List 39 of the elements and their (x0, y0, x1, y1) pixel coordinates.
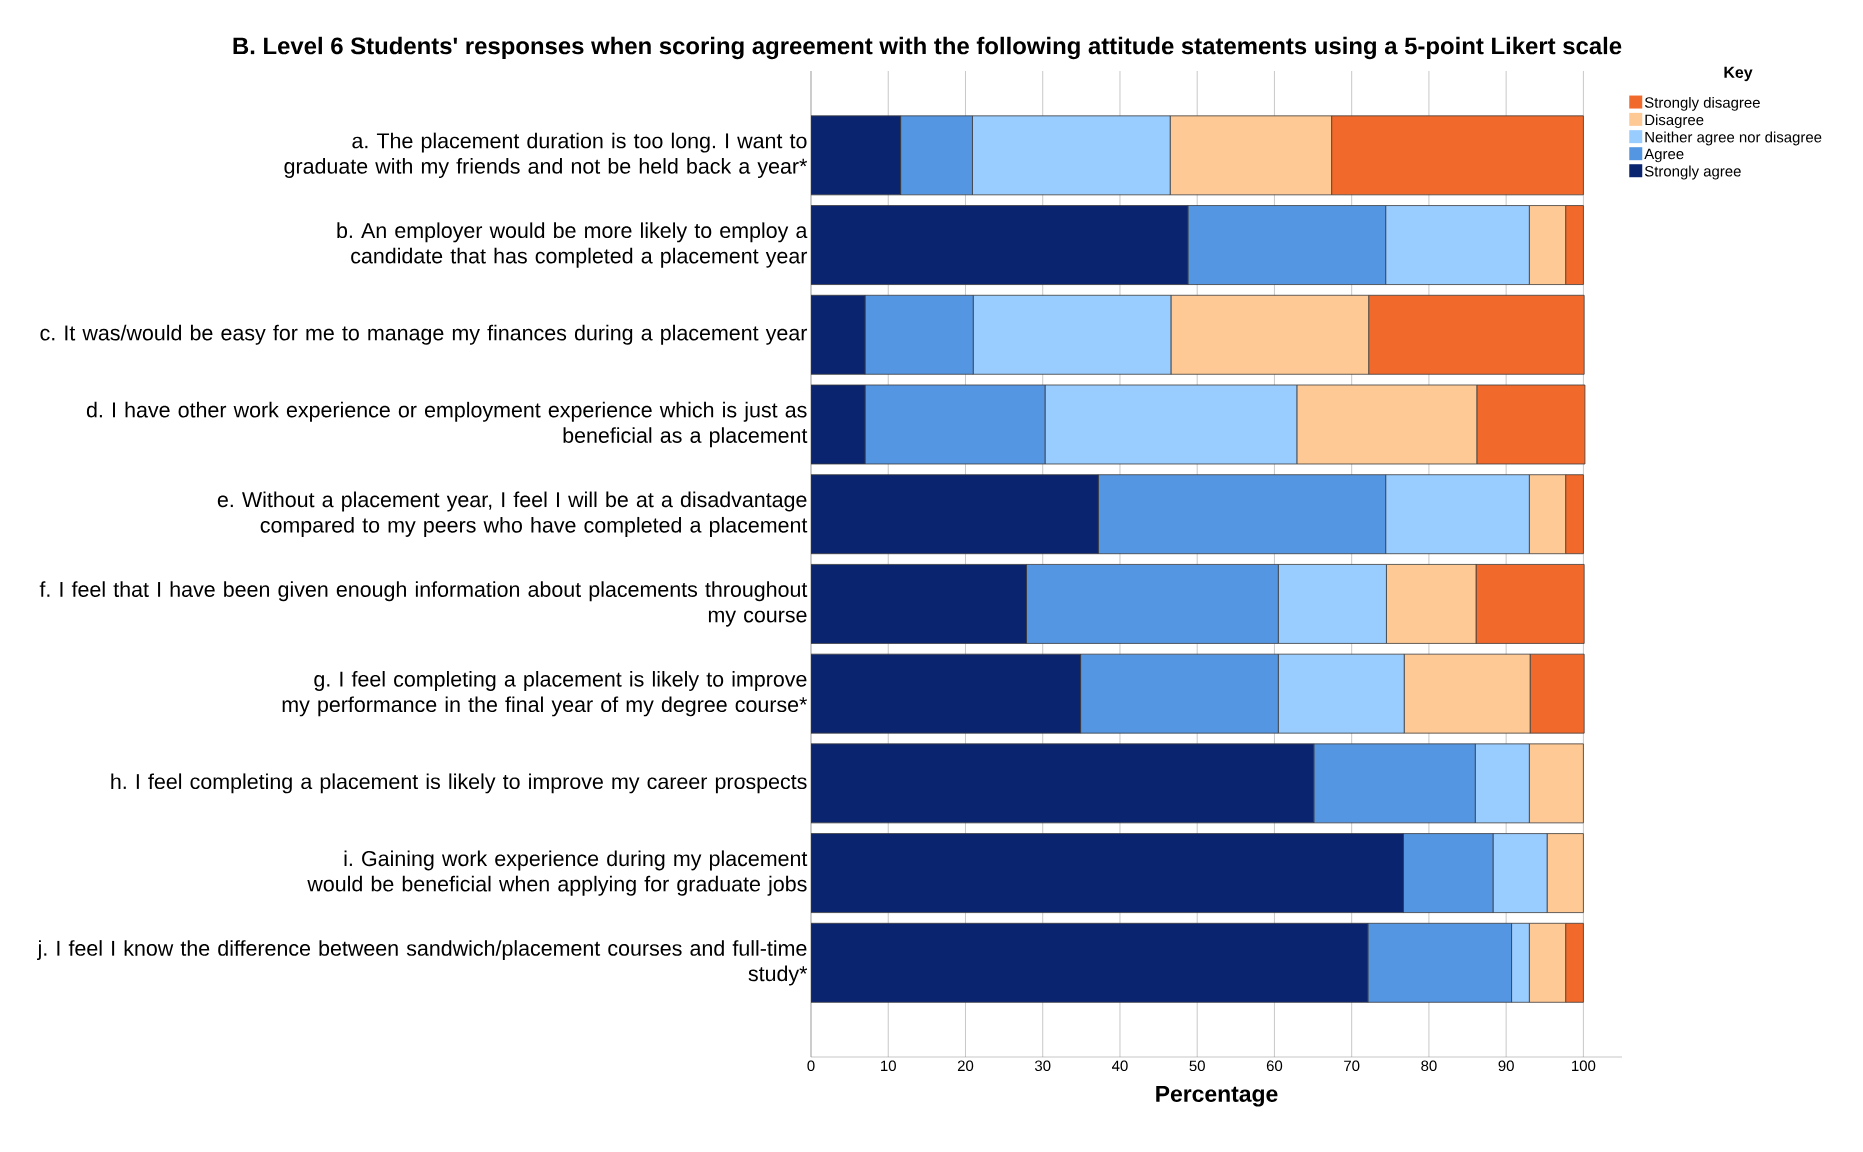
x-axis-title: Percentage (1156, 1085, 1278, 1107)
y-tick-label: g. I feel completing a placement is likely to improve my performance in the final year of my degree course* (282, 670, 808, 717)
y-tick-label: d. I have other work experience or employment experience which is just as beneficial as a placement (86, 401, 808, 448)
bar (811, 653, 1081, 734)
x-tick-label: 80 (1421, 1060, 1437, 1072)
legend-label: Strongly agree (1644, 165, 1741, 180)
x-tick-label: 10 (881, 1060, 896, 1072)
y-tick-label: j. I feel I know the difference between sandwich/placement courses and full-time study* (37, 940, 808, 986)
y-tick-label: i. Gaining work experience during my placement would be beneficial when applying for graduate jobs (307, 850, 808, 896)
x-tick-label: 100 (1572, 1060, 1596, 1072)
y-tick-label: b. An employer would be more likely to employ a candidate that has completed a placement year (337, 222, 808, 268)
bar (811, 474, 1099, 555)
bar (811, 564, 1027, 644)
bar (811, 922, 1369, 1003)
y-tick-label: h. I feel completing a placement is likely to improve my career prospects (111, 773, 807, 794)
legend-label: Agree (1644, 148, 1684, 163)
y-tick-label: f. I feel that I have been given enough information about placements throughout my course (39, 581, 808, 627)
bar (811, 205, 1189, 285)
chart-title: B. Level 6 Students' responses when scoring agreement with the following attitude statements using a 5-point Likert scale (233, 36, 1622, 60)
legend-label: Strongly disagree (1644, 96, 1760, 111)
bar (811, 384, 866, 465)
x-tick-label: 90 (1498, 1060, 1514, 1072)
x-tick-label: 30 (1034, 1060, 1051, 1072)
bar (811, 743, 1315, 824)
legend-title: Key (1724, 66, 1753, 82)
bar (811, 115, 901, 196)
x-tick-label: 0 (807, 1060, 815, 1072)
x-tick-label: 20 (957, 1060, 974, 1072)
bar (811, 833, 1404, 913)
x-tick-label: 40 (1111, 1060, 1128, 1072)
legend-label: Disagree (1645, 114, 1704, 129)
x-tick-label: 50 (1189, 1060, 1205, 1072)
y-tick-label: c. It was/would be easy for me to manage my finances during a placement year (40, 324, 808, 345)
y-tick-label: e. Without a placement year, I feel I will be at a disadvantage compared to my peers who have completed a placement (217, 491, 808, 537)
x-tick-label: 70 (1344, 1060, 1360, 1072)
y-tick-label: a. The placement duration is too long. I want to graduate with my friends and not be held back a year* (284, 132, 808, 179)
legend-label: Neither agree nor disagree (1645, 131, 1822, 146)
x-tick-label: 60 (1266, 1060, 1283, 1072)
bar (811, 294, 866, 375)
